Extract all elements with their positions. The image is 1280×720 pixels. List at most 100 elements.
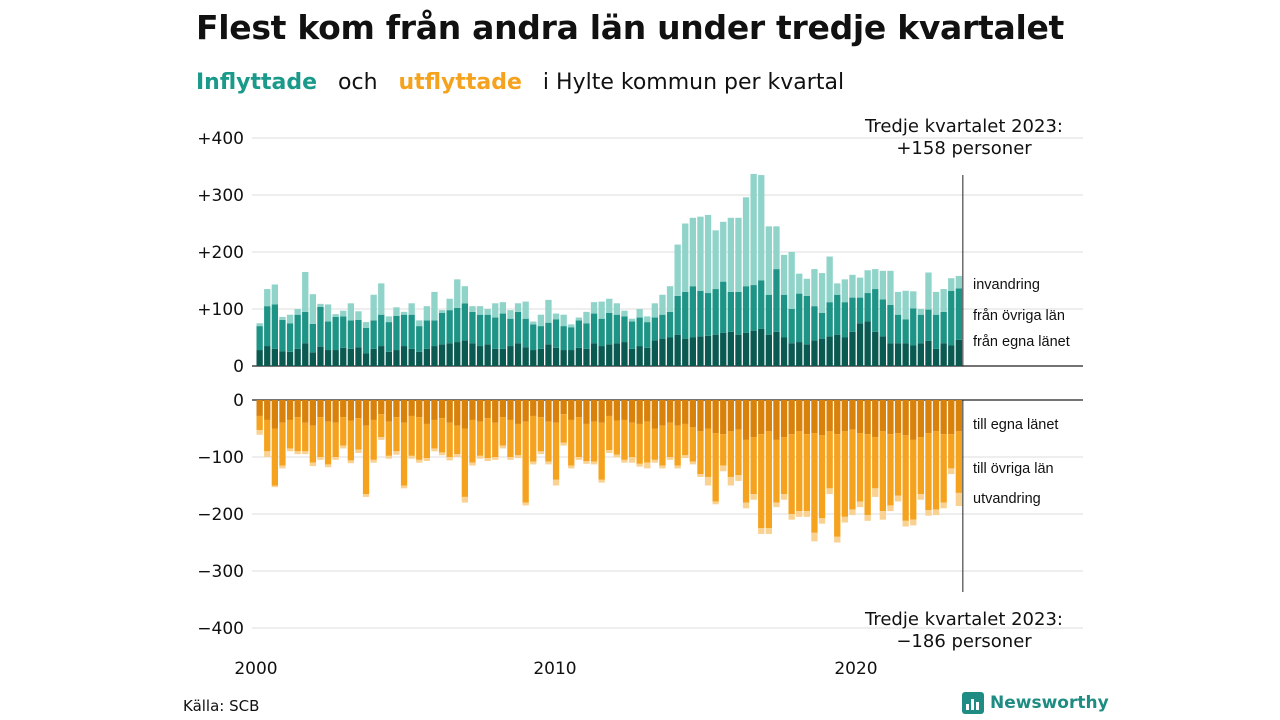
bar-inflow-segment	[400, 314, 408, 347]
bar-inflow-segment	[606, 344, 613, 366]
bar-outflow-segment	[773, 400, 780, 440]
bar-inflow-segment	[355, 347, 362, 366]
bar-inflow-segment	[796, 342, 803, 366]
bar-inflow-segment	[940, 289, 947, 312]
bar-outflow-segment	[408, 400, 415, 416]
bar-outflow-segment	[925, 433, 932, 511]
bar-inflow-segment	[780, 294, 788, 338]
bar-outflow-segment	[796, 400, 803, 432]
bar-inflow-segment	[841, 337, 848, 366]
bar-outflow-segment	[317, 417, 324, 457]
series-label-inflow: från egna länet	[973, 334, 1070, 350]
bar-outflow-segment	[948, 400, 955, 435]
bar-inflow-segment	[492, 348, 499, 366]
bar-outflow-segment	[507, 457, 514, 460]
bar-inflow-segment	[370, 348, 377, 366]
bar-inflow-segment	[507, 318, 514, 347]
bar-outflow-segment	[264, 400, 271, 420]
bar-outflow-segment	[476, 400, 484, 422]
bar-inflow-segment	[849, 297, 856, 332]
bar-inflow-segment	[872, 269, 879, 290]
bar-outflow-segment	[264, 419, 271, 452]
bar-outflow-segment	[461, 496, 468, 503]
bar-inflow-segment	[476, 314, 484, 347]
bar-inflow-segment	[378, 283, 385, 315]
bar-inflow-segment	[423, 306, 430, 321]
bar-outflow-segment	[940, 434, 947, 503]
bar-inflow-segment	[948, 345, 955, 366]
bar-outflow-segment	[720, 465, 727, 472]
bar-outflow-segment	[856, 400, 864, 434]
bar-inflow-segment	[720, 221, 727, 282]
series-label-inflow: invandring	[973, 277, 1040, 293]
bar-outflow-segment	[750, 494, 757, 500]
bar-outflow-segment	[834, 434, 841, 537]
bar-outflow-segment	[613, 454, 620, 458]
bar-inflow-segment	[256, 350, 263, 366]
bar-inflow-segment	[370, 294, 377, 321]
bar-outflow-segment	[530, 415, 537, 462]
bar-outflow-segment	[446, 422, 453, 457]
bar-outflow-segment	[902, 435, 909, 521]
bar-outflow-segment	[317, 457, 324, 460]
bar-inflow-segment	[317, 303, 324, 307]
bar-inflow-segment	[492, 317, 499, 349]
bar-inflow-segment	[932, 348, 940, 366]
bar-inflow-segment	[902, 319, 909, 344]
annotation-top: Tredje kvartalet 2023: +158 personer	[864, 116, 1063, 159]
bar-outflow-segment	[492, 422, 499, 457]
bar-outflow-segment	[294, 400, 301, 418]
bar-outflow-segment	[674, 400, 681, 426]
bar-outflow-segment	[758, 400, 765, 435]
bar-outflow-segment	[378, 414, 385, 438]
bar-outflow-segment	[788, 400, 795, 435]
bar-inflow-segment	[522, 301, 529, 319]
y-tick-label-bottom: −200	[197, 505, 244, 525]
bar-inflow-segment	[727, 217, 734, 292]
bar-outflow-segment	[507, 419, 514, 457]
bar-outflow-segment	[469, 419, 476, 463]
bar-outflow-segment	[461, 428, 468, 497]
bar-outflow-segment	[704, 400, 712, 429]
bar-inflow-segment	[514, 303, 522, 312]
bar-outflow-segment	[682, 423, 689, 456]
bar-inflow-segment	[872, 331, 879, 366]
bar-inflow-segment	[644, 347, 651, 366]
bar-inflow-segment	[674, 295, 681, 335]
bar-outflow-segment	[256, 400, 263, 416]
bar-inflow-segment	[628, 321, 636, 349]
bar-inflow-segment	[454, 279, 461, 308]
bar-outflow-segment	[408, 415, 415, 456]
bar-inflow-segment	[750, 173, 757, 286]
bar-inflow-segment	[834, 283, 841, 295]
bar-outflow-segment	[651, 428, 658, 460]
annotation-bottom: Tredje kvartalet 2023: −186 personer	[864, 609, 1063, 652]
bar-outflow-segment	[499, 445, 506, 449]
bar-inflow-segment	[286, 314, 294, 324]
bar-inflow-segment	[302, 311, 309, 344]
bar-inflow-segment	[324, 350, 332, 366]
bar-inflow-segment	[856, 323, 864, 366]
bar-outflow-segment	[872, 400, 879, 438]
series-label-outflow: utvandring	[973, 491, 1041, 507]
bar-outflow-segment	[324, 464, 332, 468]
bar-inflow-segment	[294, 314, 301, 349]
bar-outflow-segment	[955, 400, 962, 432]
bar-inflow-segment	[309, 352, 316, 366]
bar-outflow-segment	[780, 437, 788, 495]
bar-outflow-segment	[362, 425, 370, 495]
bar-outflow-segment	[894, 433, 902, 496]
bar-inflow-segment	[552, 313, 560, 320]
bar-inflow-segment	[818, 312, 826, 339]
bar-inflow-segment	[818, 273, 826, 313]
bar-inflow-segment	[689, 286, 696, 338]
bar-outflow-segment	[811, 400, 818, 434]
bar-inflow-segment	[378, 346, 385, 366]
bar-outflow-segment	[811, 532, 818, 542]
bar-outflow-segment	[362, 400, 370, 426]
bar-outflow-segment	[666, 422, 674, 457]
bar-inflow-segment	[879, 336, 886, 366]
bar-inflow-segment	[720, 332, 727, 366]
subtitle-utflyttade: utflyttade	[398, 70, 522, 95]
bar-outflow-segment	[560, 414, 567, 443]
